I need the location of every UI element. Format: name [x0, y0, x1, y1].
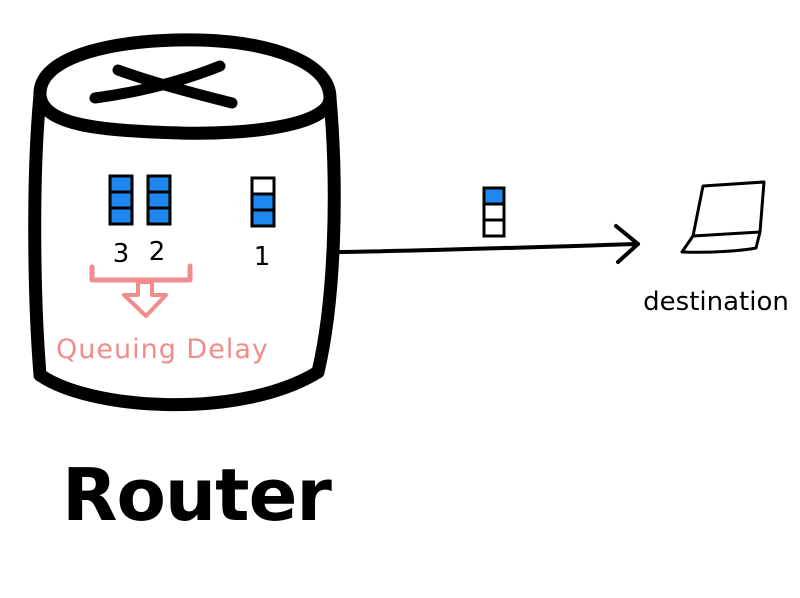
laptop-base	[680, 230, 762, 254]
queued-packet-1	[250, 176, 276, 228]
laptop-screen	[691, 180, 766, 238]
queued-packet-2-cell	[146, 206, 172, 226]
queued-packet-1-cell	[250, 208, 276, 228]
transit-packet-stack-cell	[482, 218, 506, 238]
packet-label-2: 2	[149, 237, 166, 267]
router-right-side	[311, 91, 341, 379]
down-arrow-icon	[122, 280, 168, 318]
packet-label-1: 1	[254, 242, 271, 272]
transit-packet-stack	[482, 186, 506, 238]
arrowhead-icon	[614, 224, 640, 264]
queued-packet-3	[108, 174, 134, 226]
queued-packet-3-cell	[108, 174, 134, 194]
queued-packet-2-cell	[146, 174, 172, 194]
destination-label: destination	[643, 287, 789, 317]
in-transit-packet	[482, 186, 506, 238]
router-cylinder	[28, 33, 341, 412]
queued-packet-3-cell	[108, 206, 134, 226]
queued-packet-1-cell	[250, 176, 276, 196]
transit-packet-stack-cell	[482, 202, 506, 222]
link-arrow	[334, 224, 640, 264]
queued-packet-1-cell	[250, 192, 276, 212]
queued-packet-3-cell	[108, 190, 134, 210]
router-bottom-curve	[33, 365, 325, 412]
queue-packets	[108, 174, 276, 228]
router-left-side	[28, 88, 47, 382]
transit-packet-stack-cell	[482, 186, 506, 206]
queuing-delay-bracket	[89, 263, 193, 318]
queued-packet-2-cell	[146, 190, 172, 210]
router-label: Router	[62, 453, 332, 537]
laptop-icon	[680, 180, 766, 254]
packet-label-3: 3	[113, 239, 130, 269]
queued-packet-2	[146, 174, 172, 226]
router-cross-icon	[89, 60, 238, 109]
queuing-delay-label: Queuing Delay	[56, 334, 269, 365]
